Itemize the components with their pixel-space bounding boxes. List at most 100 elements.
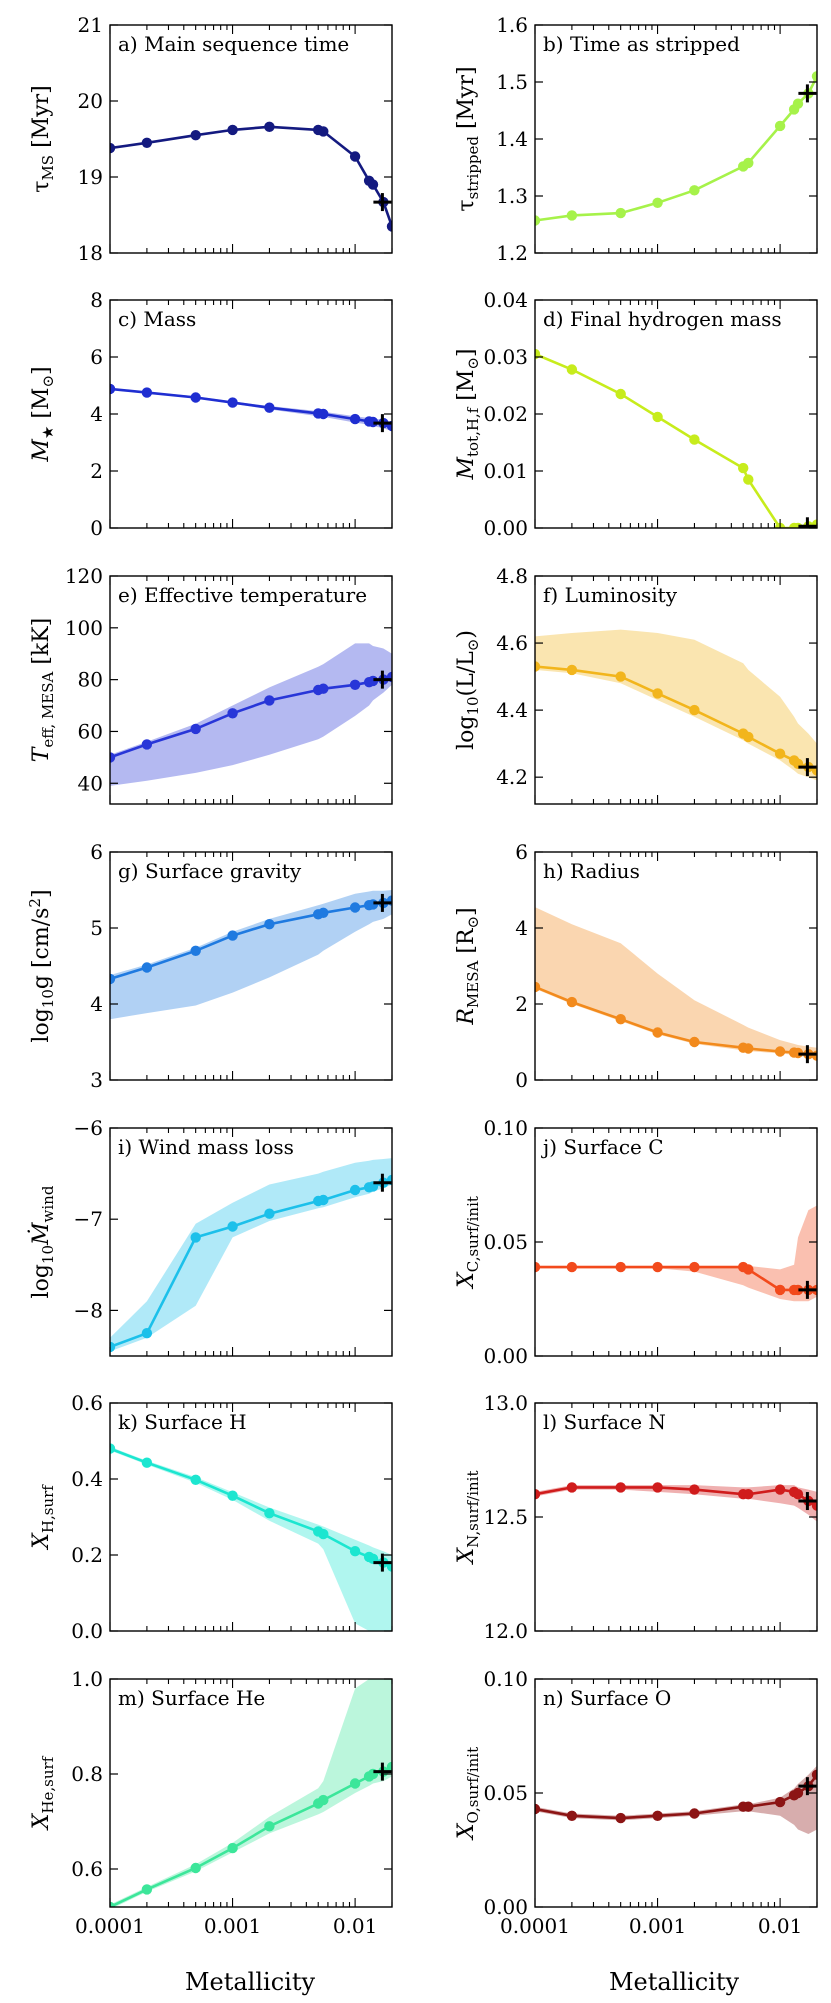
panel-c: 0 2 4 6 8 c) Mass M★​ [M⊙​] [29, 288, 393, 540]
axes-frame-d [534, 299, 818, 529]
y-axis-label-l: XN,surf/init​ [454, 1470, 482, 1565]
y-tick-label-a: 19 [78, 165, 103, 189]
data-point-c [141, 387, 153, 398]
y-axis-label-h: RMESA​ [R⊙​] [454, 907, 482, 1025]
data-point-k [141, 1457, 153, 1468]
data-point-g [349, 902, 361, 913]
y-tick-label-c: 6 [90, 345, 103, 369]
y-axis-label-k: XH,surf​ [29, 1484, 57, 1551]
data-point-h [535, 981, 541, 993]
x-tick-label: 0.001 [204, 1914, 261, 1938]
y-tick-label-k: 0.0 [71, 1619, 103, 1643]
data-point-i [349, 1184, 361, 1196]
band-i [110, 1158, 392, 1352]
axes-frame-k [109, 1402, 393, 1632]
y-tick-label-d: 0.03 [483, 345, 528, 369]
axes-frame-e [109, 575, 393, 805]
data-point-d [738, 462, 749, 474]
data-point-l [792, 1489, 804, 1500]
reference-cross-j [798, 1280, 817, 1299]
panel-title-f: f) Luminosity [543, 583, 678, 607]
x-tick-label: 0.0001 [500, 1914, 570, 1938]
data-point-g [227, 930, 238, 941]
data-point-l [743, 1489, 754, 1500]
y-tick-label-j: 0.10 [483, 1116, 528, 1140]
data-point-m [227, 1842, 238, 1854]
y-tick-label-c: 4 [90, 402, 103, 426]
data-point-l [566, 1482, 578, 1493]
data-point-b [774, 120, 786, 132]
reference-cross-a [373, 193, 392, 212]
data-point-i [318, 1194, 329, 1206]
data-point-b [615, 207, 626, 219]
data-point-k [264, 1508, 275, 1519]
data-point-j [652, 1261, 663, 1273]
y-tick-label-j: 0.00 [483, 1344, 528, 1368]
axes-frame-b [534, 24, 818, 254]
y-axis-label-n: XO,surf/init​ [454, 1747, 482, 1841]
panel-b: 1.2 1.3 1.4 1.5 1.6 b) Time as stripped τstrip… [454, 13, 818, 265]
data-point-b [689, 185, 700, 196]
plot-area-d [535, 348, 817, 528]
panel-title-d: d) Final hydrogen mass [543, 307, 782, 331]
data-point-m [386, 1761, 392, 1773]
y-tick-label-b: 1.6 [496, 13, 528, 37]
band-k [110, 1446, 392, 1631]
reference-cross-g [373, 893, 392, 912]
data-point-c [190, 392, 201, 403]
data-point-i [264, 1208, 275, 1219]
data-point-g [190, 945, 201, 956]
panel-title-i: i) Wind mass loss [118, 1135, 294, 1159]
y-axis-label-f: log10​(L/L⊙​) [454, 630, 482, 750]
data-point-i [227, 1221, 238, 1232]
y-tick-label-k: 0.4 [71, 1467, 103, 1491]
data-point-c [318, 408, 329, 420]
panel-j: 0.00 0.05 0.10 j) Surface C XC,surf/init​ [454, 1116, 818, 1368]
panel-m: 0.6 0.8 1.0 0.0001 0.001 0.01 m) Surface He XHe… [29, 1667, 393, 1938]
data-point-f [689, 704, 700, 716]
y-axis-label-m: XHe,surf​ [29, 1755, 57, 1831]
data-point-l [535, 1489, 541, 1500]
axes-frame-l [534, 1402, 818, 1632]
axes-frame-g [109, 851, 393, 1081]
y-tick-label-e: 80 [78, 668, 103, 692]
x-axis-label-left: Metallicity [185, 1968, 316, 1996]
data-point-h [652, 1027, 663, 1038]
data-point-e [141, 739, 153, 750]
y-tick-label-b: 1.4 [496, 127, 528, 151]
data-point-l [689, 1484, 700, 1495]
data-point-m [141, 1884, 153, 1895]
data-point-c [110, 383, 116, 395]
data-point-e [264, 695, 275, 706]
y-tick-label-e: 120 [65, 564, 103, 588]
data-point-j [535, 1261, 541, 1273]
data-point-j [689, 1261, 700, 1273]
data-point-g [110, 973, 116, 985]
data-point-h [615, 1014, 626, 1025]
band-m [110, 1679, 392, 1907]
data-point-m [264, 1821, 275, 1832]
panel-h: 0 2 4 6 h) Radius RMESA​ [R⊙​] [454, 840, 818, 1092]
y-tick-label-m: 1.0 [71, 1667, 103, 1691]
panel-title-g: g) Surface gravity [118, 859, 302, 883]
data-point-n [689, 1808, 700, 1819]
data-point-a [386, 221, 392, 232]
band-n [535, 1765, 817, 1834]
y-tick-label-h: 6 [515, 840, 528, 864]
plot-area-a [110, 121, 392, 232]
data-point-g [264, 919, 275, 930]
data-point-d [689, 434, 700, 445]
data-point-g [318, 907, 329, 918]
y-tick-label-f: 4.8 [496, 564, 528, 588]
series-line-a [110, 125, 392, 227]
data-point-f [774, 748, 786, 759]
band-f [535, 629, 817, 781]
plot-area-k [110, 1443, 392, 1631]
y-tick-label-h: 2 [515, 992, 528, 1016]
x-tick-label: 0.01 [758, 1914, 803, 1938]
series-line-b [535, 75, 817, 222]
y-tick-label-f: 4.4 [496, 698, 528, 722]
reference-cross-k [373, 1553, 392, 1572]
reference-cross-f [798, 758, 817, 777]
